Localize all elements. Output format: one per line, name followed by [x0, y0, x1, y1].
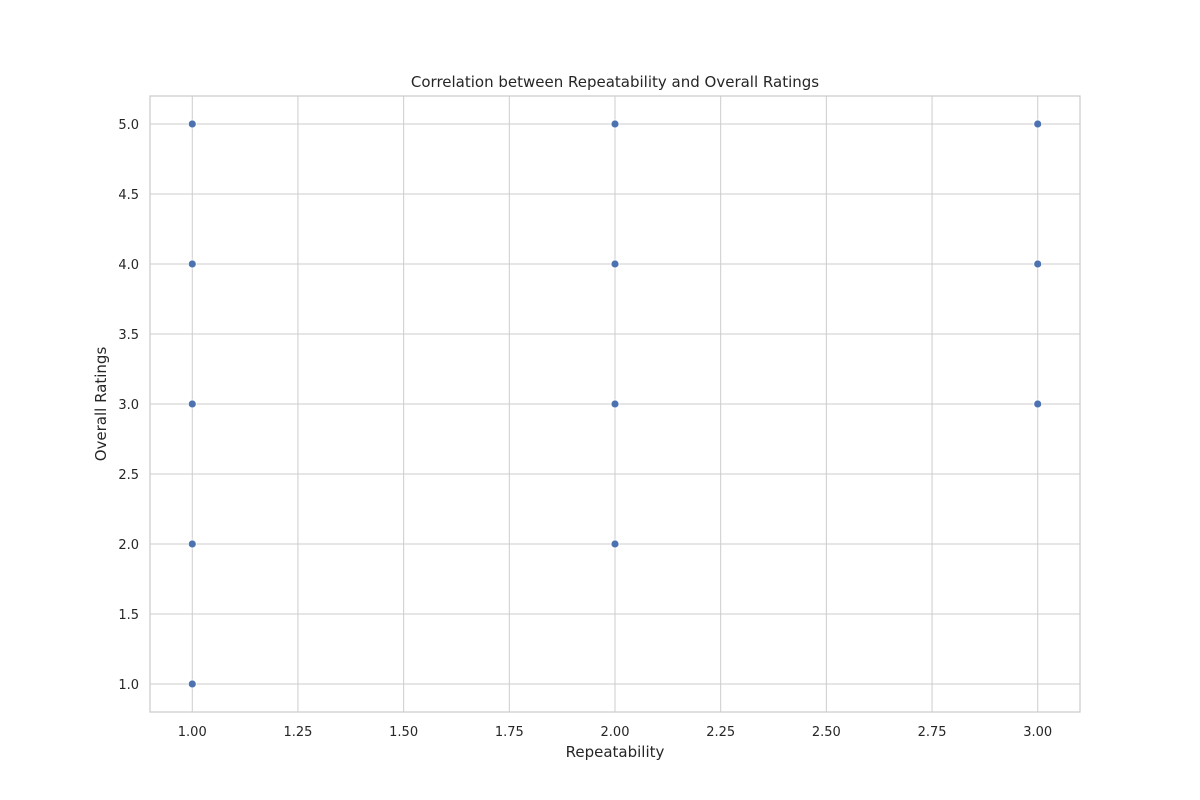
data-point — [187, 539, 197, 549]
x-tick-label: 2.50 — [812, 725, 841, 740]
data-point — [187, 679, 197, 689]
x-tick-label: 1.25 — [283, 725, 312, 740]
y-tick-label: 3.5 — [118, 328, 139, 343]
x-tick-label: 3.00 — [1023, 725, 1052, 740]
y-tick-label: 1.0 — [118, 678, 139, 693]
x-tick-label: 1.00 — [178, 725, 207, 740]
y-tick-label: 1.5 — [118, 608, 139, 623]
data-point — [187, 259, 197, 269]
y-tick-label: 3.0 — [118, 398, 139, 413]
x-axis-title: Repeatability — [566, 743, 665, 761]
x-axis-ticks: 1.00 1.25 1.50 1.75 2.00 2.25 2.50 2.75 3.00 — [178, 725, 1052, 740]
data-point — [187, 399, 197, 409]
y-tick-label: 2.0 — [118, 538, 139, 553]
plot-area-frame — [149, 95, 1081, 713]
y-axis-title: Overall Ratings — [92, 347, 110, 462]
data-point — [1033, 259, 1043, 269]
data-point — [1033, 399, 1043, 409]
x-tick-label: 2.75 — [918, 725, 947, 740]
data-point — [610, 259, 620, 269]
y-tick-label: 4.0 — [118, 258, 139, 273]
y-tick-label: 2.5 — [118, 468, 139, 483]
data-point — [610, 399, 620, 409]
data-point — [610, 119, 620, 129]
y-tick-label: 5.0 — [118, 118, 139, 133]
y-axis-ticks: 1.0 1.5 2.0 2.5 3.0 3.5 4.0 4.5 5.0 — [118, 118, 139, 693]
y-tick-label: 4.5 — [118, 188, 139, 203]
data-point — [610, 539, 620, 549]
chart-title: Correlation between Repeatability and Ov… — [411, 73, 819, 91]
x-tick-label: 2.25 — [706, 725, 735, 740]
x-tick-label: 2.00 — [601, 725, 630, 740]
data-point — [1033, 119, 1043, 129]
data-point — [187, 119, 197, 129]
x-tick-label: 1.50 — [389, 725, 418, 740]
data-points — [187, 119, 1043, 689]
x-tick-label: 1.75 — [495, 725, 524, 740]
